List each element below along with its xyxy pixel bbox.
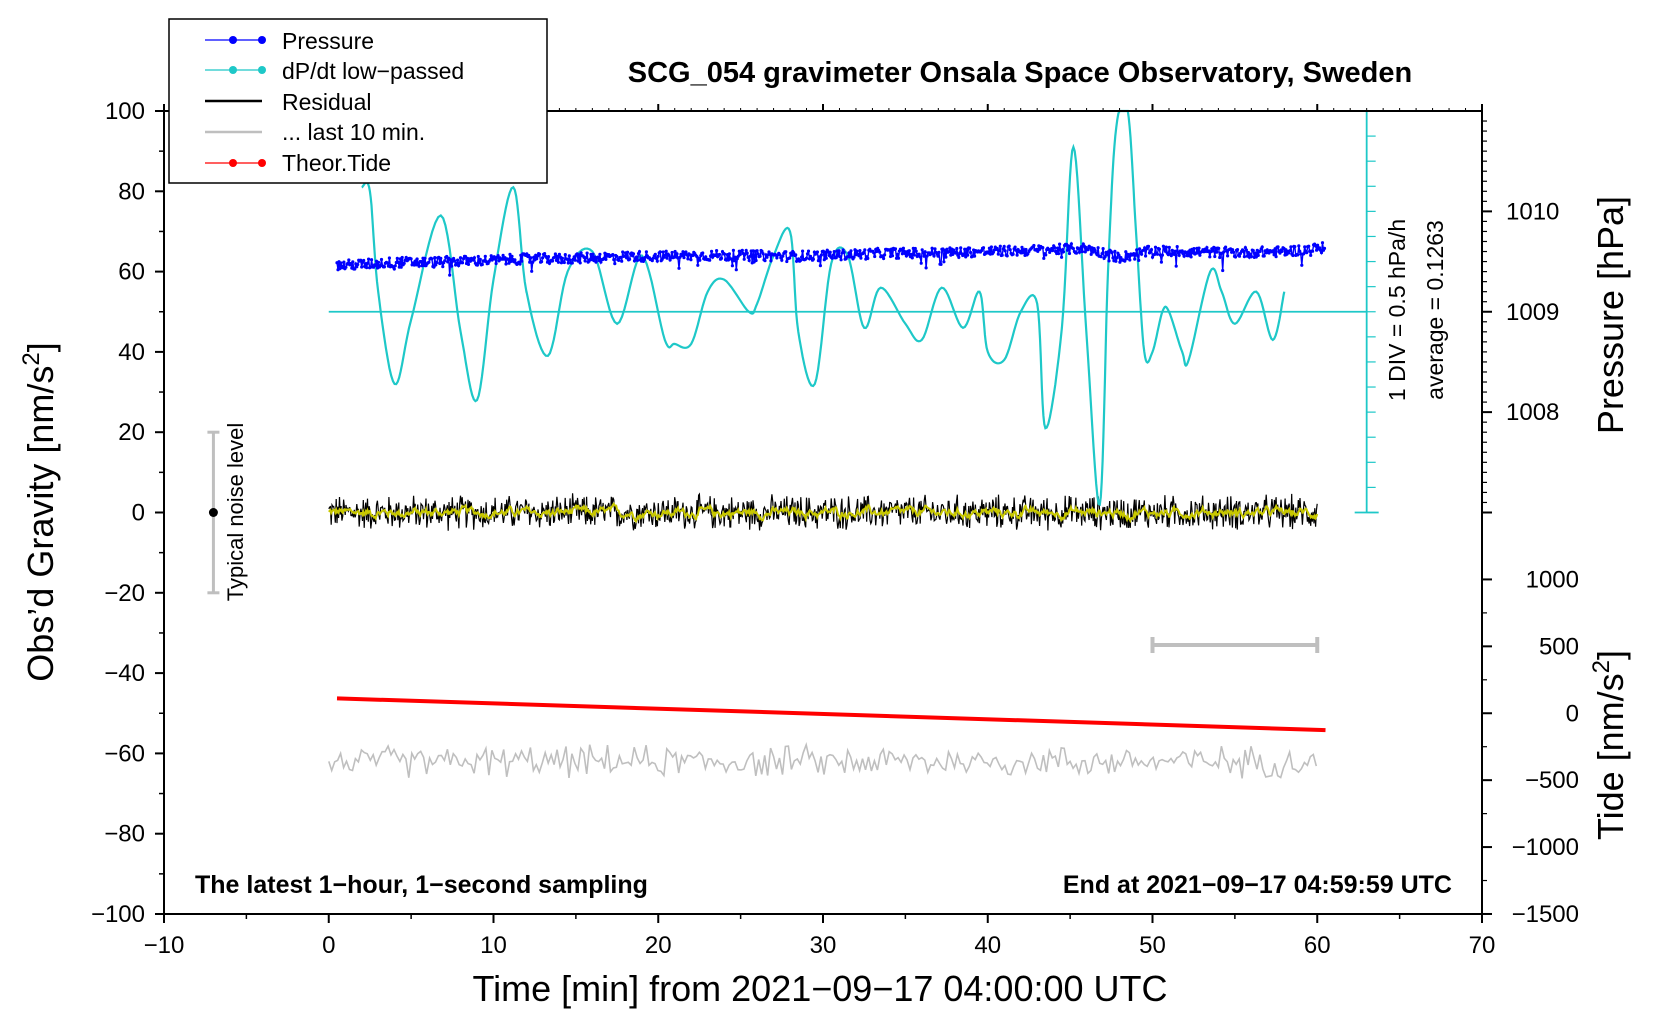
legend-swatch-marker — [229, 159, 237, 167]
y-axis-label-pressure: Pressure [hPa] — [1590, 196, 1631, 434]
dpdt-scale-avg-label: average = 0.1263 — [1422, 220, 1448, 400]
noise-bar-dot — [208, 508, 218, 517]
tide-tick-label: 1000 — [1526, 566, 1579, 593]
tide-tick-label: −1500 — [1512, 901, 1579, 928]
sampling-note: The latest 1−hour, 1−second sampling — [195, 871, 648, 899]
noise-level-label: Typical noise level — [223, 423, 248, 602]
dpdt-scale-div-label: 1 DIV = 0.5 hPa/h — [1384, 219, 1410, 401]
y-axis-label-tide: Tide [nm/s2] — [1588, 650, 1631, 840]
x-tick-label: 0 — [322, 932, 335, 959]
end-time-note: End at 2021−09−17 04:59:59 UTC — [1063, 871, 1452, 899]
dpdt-line — [361, 109, 1286, 507]
x-tick-label: 10 — [480, 932, 507, 959]
y-tick-label: 100 — [105, 98, 145, 125]
y-axis-label-left: Obs’d Gravity [nm/s2] — [18, 342, 61, 681]
pressure-tick-label: 1009 — [1506, 299, 1559, 326]
pressure-points — [335, 241, 1327, 277]
legend-items — [205, 36, 266, 167]
dpdt-series — [361, 109, 1286, 507]
y-tick-label: 40 — [118, 339, 145, 366]
x-tick-label: 30 — [810, 932, 837, 959]
legend-label-tide: Theor.Tide — [282, 150, 391, 176]
legend-label-last10: ... last 10 min. — [282, 119, 425, 145]
chart-title: SCG_054 gravimeter Onsala Space Observat… — [628, 57, 1412, 89]
theor-tide-series — [336, 696, 1326, 733]
legend-label-pressure: Pressure — [282, 28, 374, 54]
y-tick-label: −80 — [104, 821, 145, 848]
residual-series — [328, 492, 1319, 531]
legend-label-residual: Residual — [282, 89, 372, 115]
legend-swatch-marker — [229, 36, 237, 44]
annotation-marks — [207, 430, 1320, 653]
tide-tick-label: −500 — [1525, 767, 1579, 794]
theor-tide-line — [336, 696, 1326, 733]
legend-swatch-marker — [258, 66, 266, 74]
y-tick-label: 60 — [118, 259, 145, 286]
legend-swatch-marker — [229, 66, 237, 74]
y-tick-label: 0 — [132, 500, 145, 527]
x-tick-label: −10 — [144, 932, 185, 959]
y-tick-label: −60 — [104, 740, 145, 767]
tide-tick-label: −1000 — [1512, 834, 1579, 861]
x-tick-label: 60 — [1304, 932, 1331, 959]
legend-swatch-marker — [258, 36, 266, 44]
tide-tick-label: 0 — [1566, 700, 1579, 727]
pressure-tick-label: 1008 — [1506, 399, 1559, 426]
y-tick-label: 80 — [118, 178, 145, 205]
y-tick-label: −20 — [104, 580, 145, 607]
y-tick-label: −100 — [91, 901, 145, 928]
legend-label-dpdt: dP/dt low−passed — [282, 58, 464, 84]
dpdt-baseline-layer — [328, 110, 1379, 514]
y-tick-label: −40 — [104, 660, 145, 687]
residual-smoothed-line — [328, 502, 1319, 524]
x-tick-label: 70 — [1469, 932, 1496, 959]
x-tick-label: 20 — [645, 932, 672, 959]
axes-layer: −10 0 10 20 30 40 50 60 70−100−80−60−40−20020406… — [91, 98, 1579, 959]
y-tick-label: 20 — [118, 419, 145, 446]
legend-swatch-marker — [258, 159, 266, 167]
last-10-min-line — [328, 742, 1318, 779]
x-tick-label: 40 — [974, 932, 1001, 959]
pressure-tick-label: 1010 — [1506, 198, 1559, 225]
legend: Pressure dP/dt low−passed Residual ... l… — [168, 18, 548, 184]
tide-tick-label: 500 — [1539, 633, 1579, 660]
x-tick-label: 50 — [1139, 932, 1166, 959]
last-10-min-series — [328, 742, 1318, 779]
x-axis-label: Time [min] from 2021−09−17 04:00:00 UTC — [472, 968, 1167, 1009]
pressure-series — [335, 241, 1327, 277]
